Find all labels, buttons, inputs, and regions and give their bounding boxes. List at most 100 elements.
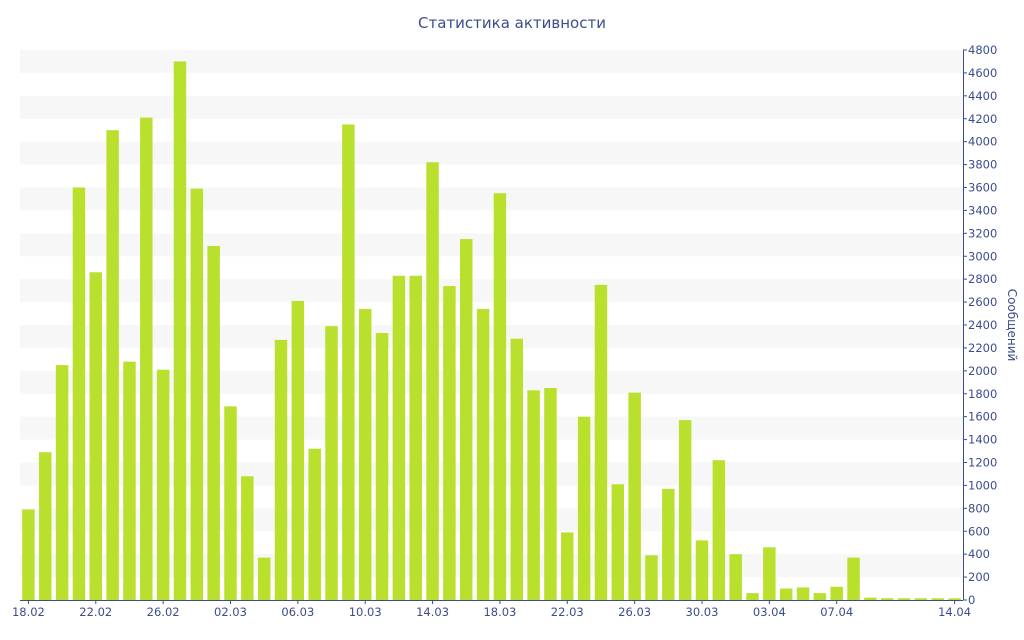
y-tick-label: 2200 bbox=[968, 341, 997, 355]
bar-27.03 bbox=[645, 555, 658, 600]
y-tick-label: 400 bbox=[968, 547, 990, 561]
bar-21.03 bbox=[544, 388, 557, 600]
x-tick-label: 18.02 bbox=[12, 605, 45, 619]
x-tick-label: 26.02 bbox=[147, 605, 180, 619]
bar-08.04 bbox=[847, 557, 860, 600]
y-tick-label: 4600 bbox=[968, 66, 997, 80]
grid-band bbox=[20, 50, 963, 73]
bar-21.02 bbox=[72, 187, 86, 600]
bar-09.04 bbox=[864, 597, 877, 600]
y-tick-label: 4800 bbox=[968, 43, 997, 57]
bar-17.03 bbox=[476, 308, 490, 600]
x-tick-label: 22.03 bbox=[551, 605, 584, 619]
y-tick-label: 4200 bbox=[968, 112, 997, 126]
bar-03.03 bbox=[241, 476, 254, 600]
bar-20.03 bbox=[527, 390, 540, 600]
y-tick-label: 3400 bbox=[968, 203, 997, 217]
bar-22.03 bbox=[561, 532, 574, 600]
bar-25.03 bbox=[611, 484, 625, 600]
bar-26.03 bbox=[628, 392, 641, 600]
bar-06.04 bbox=[813, 593, 827, 600]
bar-19.02 bbox=[39, 452, 52, 600]
bar-05.03 bbox=[274, 339, 288, 600]
x-tick-label: 03.04 bbox=[753, 605, 786, 619]
grid-band bbox=[20, 95, 963, 119]
grid-band bbox=[20, 325, 963, 348]
bar-29.03 bbox=[678, 420, 692, 600]
bar-13.03 bbox=[409, 275, 422, 600]
bar-01.03 bbox=[207, 245, 220, 600]
y-tick-label: 800 bbox=[968, 501, 990, 515]
x-tick-label: 06.03 bbox=[281, 605, 314, 619]
bar-28.02 bbox=[190, 188, 204, 601]
x-tick-label: 10.03 bbox=[349, 605, 382, 619]
bar-20.02 bbox=[55, 365, 69, 600]
x-tick-label: 14.03 bbox=[416, 605, 449, 619]
y-tick-label: 1400 bbox=[968, 433, 997, 447]
y-tick-label: 2400 bbox=[968, 318, 997, 332]
bar-05.04 bbox=[796, 587, 810, 600]
y-tick-label: 3800 bbox=[968, 158, 997, 172]
y-axis-title: Сообщений bbox=[1005, 289, 1019, 362]
bar-series bbox=[22, 61, 961, 601]
bar-08.03 bbox=[325, 326, 338, 600]
bar-19.03 bbox=[510, 338, 523, 600]
grid-bands bbox=[20, 50, 963, 578]
y-tick-label: 3600 bbox=[968, 181, 997, 195]
y-tick-label: 600 bbox=[968, 524, 990, 538]
bar-02.04 bbox=[746, 593, 759, 600]
y-tick-label: 4000 bbox=[968, 135, 997, 149]
y-tick-label: 4400 bbox=[968, 89, 997, 103]
y-tick-label: 1000 bbox=[968, 478, 997, 492]
chart-title: Статистика активности bbox=[418, 14, 606, 32]
y-tick-label: 3200 bbox=[968, 226, 997, 240]
grid-band bbox=[20, 462, 963, 486]
bar-12.04 bbox=[914, 598, 928, 600]
x-axis-ticks: 18.02 22.02 26.02 02.03 06.03 10.03 14.03 18.03… bbox=[12, 600, 971, 619]
x-tick-label: 30.03 bbox=[686, 605, 719, 619]
y-tick-label: 2800 bbox=[968, 272, 997, 286]
y-tick-label: 2000 bbox=[968, 364, 997, 378]
bar-02.03 bbox=[224, 406, 237, 600]
y-tick-label: 1800 bbox=[968, 387, 997, 401]
bar-04.04 bbox=[779, 588, 793, 600]
x-tick-label: 02.03 bbox=[214, 605, 247, 619]
bar-23.03 bbox=[577, 416, 591, 600]
x-tick-label: 22.02 bbox=[79, 605, 112, 619]
x-tick-label: 26.03 bbox=[618, 605, 651, 619]
y-tick-label: 2600 bbox=[968, 295, 997, 309]
bar-15.03 bbox=[443, 286, 456, 600]
bar-14.04 bbox=[948, 598, 961, 600]
grid-band bbox=[20, 508, 963, 532]
y-tick-label: 200 bbox=[968, 570, 990, 584]
grid-band bbox=[20, 279, 963, 303]
x-tick-label: 07.04 bbox=[820, 605, 853, 619]
grid-band bbox=[20, 416, 963, 440]
y-tick-label: 3000 bbox=[968, 249, 997, 263]
bar-30.03 bbox=[695, 540, 709, 600]
bar-23.02 bbox=[106, 130, 119, 601]
bar-09.03 bbox=[342, 124, 355, 601]
x-tick-label: 14.04 bbox=[938, 605, 971, 619]
bar-10.04 bbox=[880, 598, 894, 600]
grid-band bbox=[20, 233, 963, 257]
grid-band bbox=[20, 187, 963, 211]
grid-band bbox=[20, 370, 963, 394]
y-tick-label: 1600 bbox=[968, 410, 997, 424]
bar-07.04 bbox=[830, 586, 843, 600]
grid-band bbox=[20, 554, 963, 578]
bar-12.03 bbox=[392, 275, 406, 600]
bar-10.03 bbox=[358, 308, 372, 600]
bar-03.04 bbox=[763, 547, 776, 600]
bar-31.03 bbox=[712, 460, 726, 600]
bar-26.02 bbox=[156, 369, 170, 600]
bar-11.03 bbox=[375, 333, 389, 600]
bar-04.03 bbox=[257, 557, 271, 600]
y-tick-label: 0 bbox=[968, 593, 975, 607]
grid-band bbox=[20, 141, 963, 165]
y-tick-label: 1200 bbox=[968, 456, 997, 470]
bar-24.02 bbox=[123, 361, 136, 600]
bar-01.04 bbox=[729, 554, 742, 600]
x-tick-label: 18.03 bbox=[483, 605, 516, 619]
